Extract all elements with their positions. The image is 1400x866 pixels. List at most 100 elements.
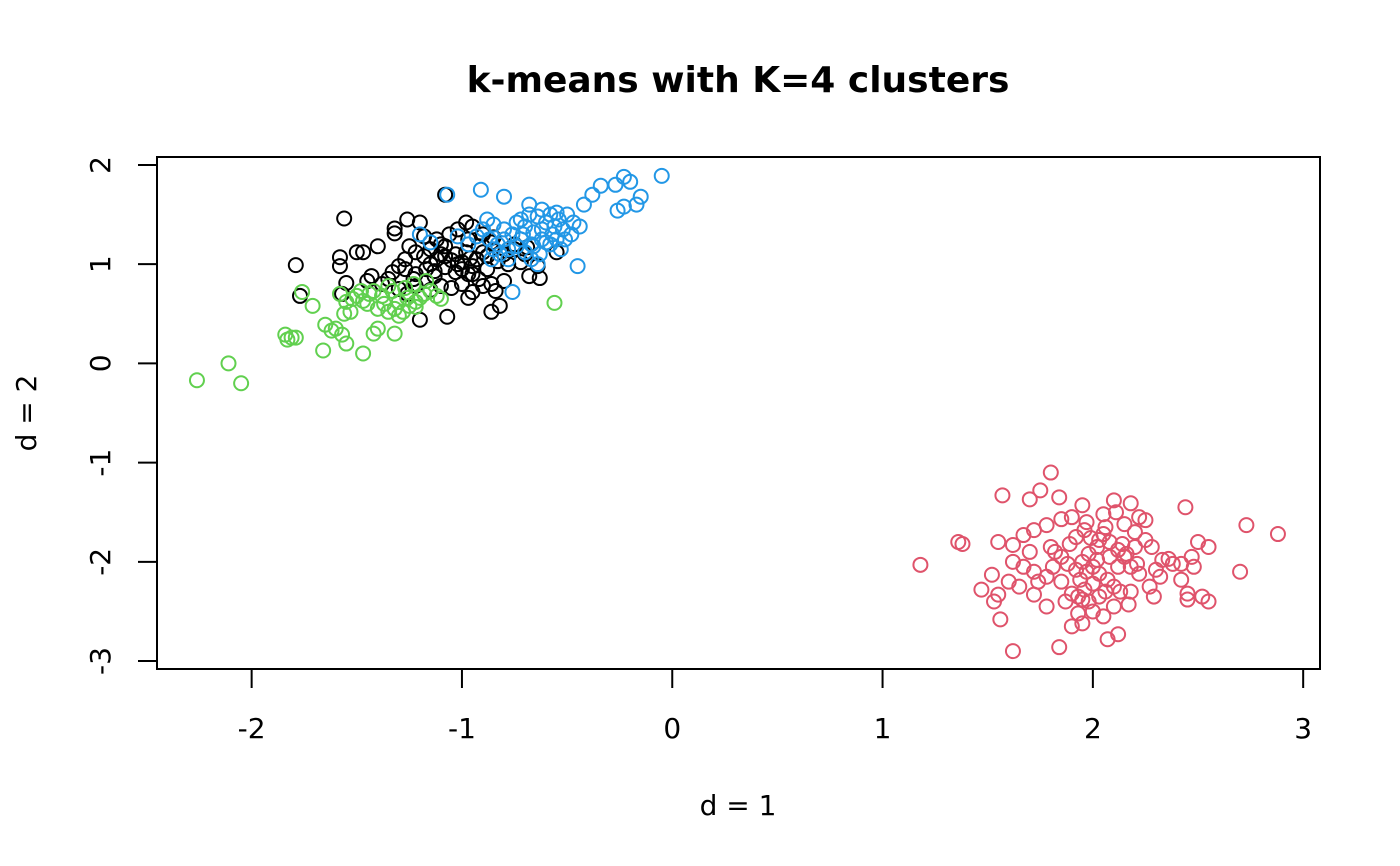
y-tick-label: 2 (84, 156, 117, 174)
data-point (441, 226, 458, 243)
data-point (1021, 543, 1038, 560)
data-point (460, 236, 477, 253)
data-point (496, 188, 513, 205)
data-point (342, 303, 359, 320)
data-point (1269, 526, 1286, 543)
data-point (386, 225, 403, 242)
data-point (355, 244, 372, 261)
data-point (390, 293, 407, 310)
data-point (1122, 583, 1139, 600)
data-point (1145, 588, 1162, 605)
data-point (1042, 538, 1059, 555)
data-point (439, 186, 456, 203)
data-point (399, 289, 416, 306)
data-point (1025, 586, 1042, 603)
data-point (407, 298, 424, 315)
data-point (411, 226, 428, 243)
data-point (1177, 499, 1194, 516)
data-point (986, 593, 1003, 610)
data-point (1164, 555, 1181, 572)
data-point (407, 293, 424, 310)
data-point (294, 283, 311, 300)
x-tick-label: 0 (663, 712, 681, 745)
data-point (1074, 615, 1091, 632)
data-point (1061, 535, 1078, 552)
data-point (355, 345, 372, 362)
data-point (361, 285, 378, 302)
data-point (1078, 563, 1095, 580)
data-point (1042, 464, 1059, 481)
data-point (287, 329, 304, 346)
data-point (1185, 558, 1202, 575)
data-point (220, 355, 237, 372)
data-point (1011, 578, 1028, 595)
data-point (517, 218, 534, 235)
data-point (632, 188, 649, 205)
data-point (1173, 571, 1190, 588)
data-point (584, 186, 601, 203)
data-point (1232, 563, 1249, 580)
data-point (359, 295, 376, 312)
data-point (331, 249, 348, 266)
x-tick-label: 3 (1294, 712, 1312, 745)
data-point (479, 211, 496, 228)
data-point (1137, 512, 1154, 529)
data-point (460, 231, 477, 248)
data-point (1047, 543, 1064, 560)
data-point (542, 206, 559, 223)
data-point (1051, 489, 1068, 506)
data-point (1044, 558, 1061, 575)
data-point (1183, 548, 1200, 565)
data-point (283, 329, 300, 346)
x-tick-label: 2 (1084, 712, 1102, 745)
data-point (304, 297, 321, 314)
data-point (954, 535, 971, 552)
data-point (563, 226, 580, 243)
data-point (1129, 555, 1146, 572)
data-point (1160, 550, 1177, 567)
data-point (1122, 495, 1139, 512)
data-point (653, 167, 670, 184)
data-point (287, 257, 304, 274)
data-point (352, 282, 369, 299)
data-point (983, 566, 1000, 583)
data-point (1078, 514, 1095, 531)
data-point (1116, 516, 1133, 533)
data-point (1021, 491, 1038, 508)
data-point (1004, 553, 1021, 570)
data-point (609, 202, 626, 219)
data-point (550, 211, 567, 228)
data-point (525, 238, 542, 255)
data-point (1051, 639, 1068, 656)
data-point (1095, 608, 1112, 625)
data-point (432, 290, 449, 307)
data-point (1070, 605, 1087, 622)
data-points (188, 167, 1286, 660)
data-point (233, 375, 250, 392)
data-point (1190, 533, 1207, 550)
data-point (334, 326, 351, 343)
data-point (1110, 558, 1127, 575)
data-point (443, 279, 460, 296)
y-tick-label: -1 (84, 449, 117, 477)
data-point (529, 256, 546, 273)
data-point (1053, 573, 1070, 590)
data-point (571, 218, 588, 235)
data-point (369, 320, 386, 337)
x-axis-label: d = 1 (700, 789, 777, 822)
data-point (1053, 511, 1070, 528)
data-point (496, 231, 513, 248)
data-point (411, 214, 428, 231)
data-point (622, 173, 639, 190)
data-point (1004, 536, 1021, 553)
y-tick-label: -2 (84, 548, 117, 576)
data-point (491, 246, 508, 263)
chart-title: k-means with K=4 clusters (467, 60, 1010, 101)
data-point (973, 581, 990, 598)
data-point (483, 251, 500, 268)
x-tick-label: 1 (874, 712, 892, 745)
data-point (386, 220, 403, 237)
data-point (1004, 643, 1021, 660)
y-axis: -3 -2 -1 0 1 2 (84, 156, 158, 675)
